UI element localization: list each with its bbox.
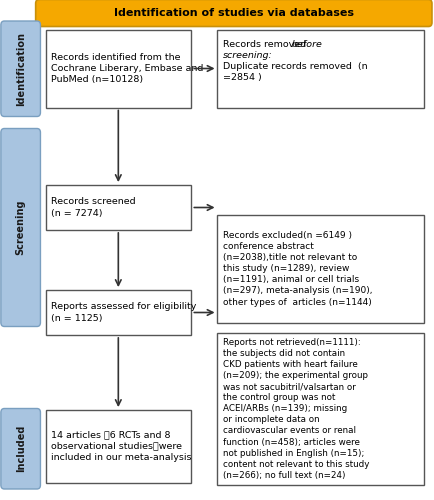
- Bar: [46, 290, 191, 335]
- Text: screening:: screening:: [222, 51, 272, 60]
- Text: Records removed: Records removed: [222, 40, 308, 49]
- Text: Reports not retrieved(n=1111):
the subjects did not contain
CKD patients with he: Reports not retrieved(n=1111): the subje…: [222, 338, 368, 480]
- Text: 14 articles （6 RCTs and 8
observational studies）were
included in our meta-analys: 14 articles （6 RCTs and 8 observational …: [51, 430, 191, 462]
- Bar: [217, 215, 423, 322]
- Text: Screening: Screening: [16, 200, 26, 256]
- Text: Records identified from the
Cochrane Liberary, Embase and
PubMed (n=10128): Records identified from the Cochrane Lib…: [51, 53, 203, 84]
- FancyBboxPatch shape: [1, 408, 40, 489]
- Text: Records excluded(n =6149 )
conference abstract
(n=2038),title not relevant to
th: Records excluded(n =6149 ) conference ab…: [222, 231, 372, 306]
- Bar: [46, 185, 191, 230]
- Text: Records screened
(n = 7274): Records screened (n = 7274): [51, 198, 135, 218]
- Bar: [217, 30, 423, 108]
- Text: Identification: Identification: [16, 32, 26, 106]
- Text: Included: Included: [16, 425, 26, 472]
- Bar: [46, 410, 191, 482]
- Bar: [217, 332, 423, 485]
- FancyBboxPatch shape: [1, 21, 40, 116]
- Bar: [46, 30, 191, 108]
- FancyBboxPatch shape: [1, 128, 40, 326]
- Text: Identification of studies via databases: Identification of studies via databases: [113, 8, 353, 18]
- Text: Duplicate records removed  (n: Duplicate records removed (n: [222, 62, 366, 71]
- Text: Reports assessed for eligibility
(n = 1125): Reports assessed for eligibility (n = 11…: [51, 302, 196, 322]
- FancyBboxPatch shape: [36, 0, 431, 26]
- Text: =2854 ): =2854 ): [222, 73, 261, 82]
- Text: before: before: [291, 40, 322, 49]
